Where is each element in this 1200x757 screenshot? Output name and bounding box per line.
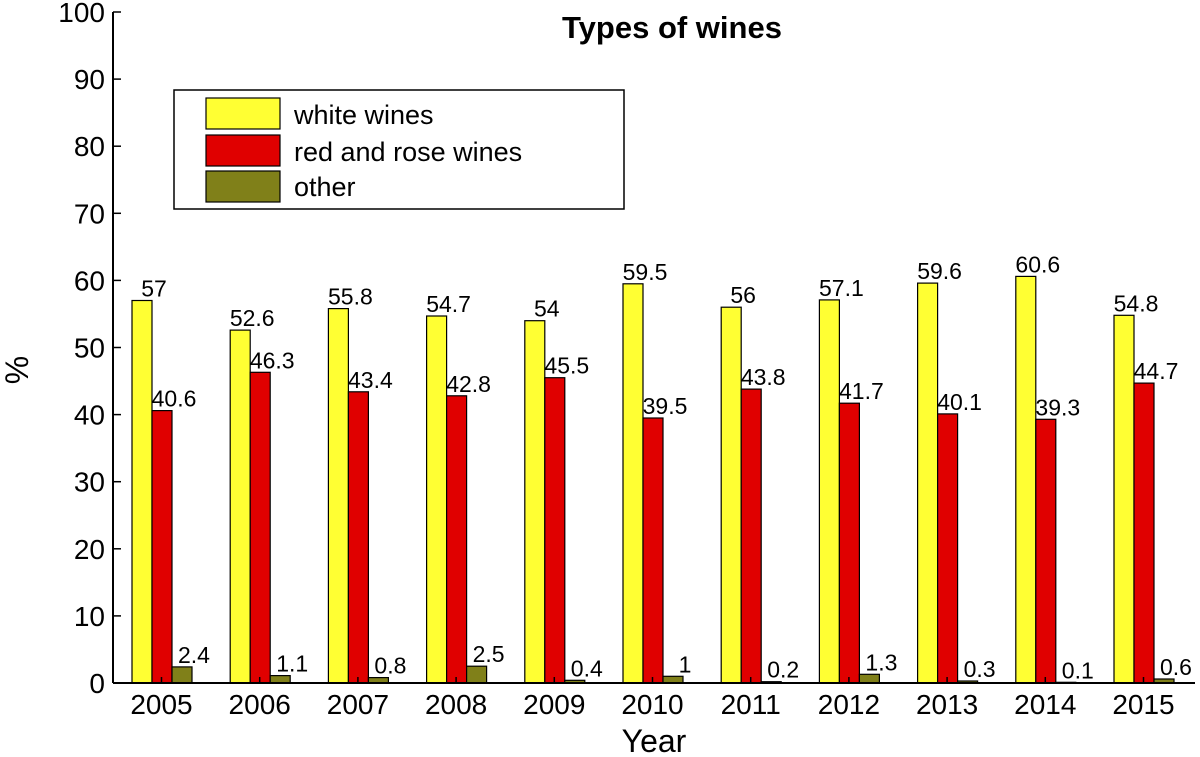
x-tick-label-2015: 2015 bbox=[1112, 689, 1174, 720]
data-label-white-wines-2008: 54.7 bbox=[426, 291, 471, 317]
bar-other-2005 bbox=[171, 666, 193, 684]
x-tick-label-2006: 2006 bbox=[229, 689, 291, 720]
data-label-white-wines-2005: 57 bbox=[141, 276, 167, 302]
data-label-red-and-rose-wines-2011: 43.8 bbox=[741, 364, 786, 390]
x-tick-label-2009: 2009 bbox=[523, 689, 585, 720]
bar-red-and-rose-wines-2014 bbox=[1035, 418, 1057, 684]
x-tick-label-2012: 2012 bbox=[818, 689, 880, 720]
x-tick-label-2014: 2014 bbox=[1014, 689, 1076, 720]
y-tick-label-80: 80 bbox=[74, 131, 105, 162]
data-label-other-2015: 0.6 bbox=[1160, 654, 1192, 680]
x-axis-title: Year bbox=[622, 723, 687, 757]
data-label-white-wines-2015: 54.8 bbox=[1114, 290, 1159, 316]
bar-white-wines-2009 bbox=[524, 320, 546, 684]
axes-layer: 2005 2006 2007 2008 2009 2010 2011 2012 2013 2014… bbox=[58, 0, 1195, 720]
bar-red-and-rose-wines-2013 bbox=[936, 413, 959, 684]
data-label-white-wines-2012: 57.1 bbox=[819, 275, 864, 301]
y-tick-label-40: 40 bbox=[74, 400, 105, 431]
y-tick-label-90: 90 bbox=[74, 64, 105, 95]
y-tick-label-70: 70 bbox=[74, 198, 105, 229]
data-label-other-2007: 0.8 bbox=[374, 653, 406, 679]
data-label-white-wines-2006: 52.6 bbox=[230, 305, 275, 331]
bar-white-wines-2015 bbox=[1113, 314, 1135, 684]
bar-other-2012 bbox=[858, 673, 881, 684]
data-label-red-and-rose-wines-2010: 39.5 bbox=[643, 393, 688, 419]
bar-white-wines-2014 bbox=[1015, 275, 1037, 684]
legend-label-red-rose-wines: red and rose wines bbox=[294, 137, 522, 167]
bars-layer bbox=[131, 275, 1175, 684]
data-label-red-and-rose-wines-2015: 44.7 bbox=[1134, 358, 1179, 384]
y-tick-label-10: 10 bbox=[74, 601, 105, 632]
chart-title: Types of wines bbox=[562, 10, 782, 45]
data-label-other-2008: 2.5 bbox=[473, 641, 505, 667]
data-labels-layer: 57 40.6 2.4 52.6 46.3 1.1 55.8 43.4 0.8 54.7 42.8 2… bbox=[141, 251, 1192, 683]
data-label-other-2014: 0.1 bbox=[1062, 657, 1094, 683]
data-label-red-and-rose-wines-2005: 40.6 bbox=[152, 386, 197, 412]
y-tick-label-0: 0 bbox=[89, 668, 105, 699]
x-tick-label-2007: 2007 bbox=[327, 689, 389, 720]
bar-white-wines-2007 bbox=[327, 308, 349, 684]
data-label-white-wines-2013: 59.6 bbox=[917, 258, 962, 284]
data-label-red-and-rose-wines-2007: 43.4 bbox=[348, 367, 393, 393]
bar-other-2006 bbox=[269, 674, 291, 684]
bar-red-and-rose-wines-2009 bbox=[544, 377, 566, 684]
y-tick-label-20: 20 bbox=[74, 534, 105, 565]
x-tick-label-2008: 2008 bbox=[425, 689, 487, 720]
data-label-red-and-rose-wines-2013: 40.1 bbox=[937, 389, 982, 415]
legend-swatch-red-rose-wines bbox=[205, 134, 281, 167]
y-tick-label-100: 100 bbox=[58, 0, 105, 28]
bar-red-and-rose-wines-2011 bbox=[740, 388, 762, 684]
bar-red-and-rose-wines-2005 bbox=[151, 410, 173, 684]
x-tick-label-2005: 2005 bbox=[130, 689, 192, 720]
bar-white-wines-2008 bbox=[426, 315, 448, 684]
data-label-red-and-rose-wines-2012: 41.7 bbox=[839, 378, 884, 404]
data-label-white-wines-2007: 55.8 bbox=[328, 284, 373, 310]
data-label-other-2009: 0.4 bbox=[571, 655, 603, 681]
y-axis-title: % bbox=[0, 356, 35, 384]
x-tick-label-2013: 2013 bbox=[916, 689, 978, 720]
data-label-red-and-rose-wines-2009: 45.5 bbox=[544, 353, 589, 379]
data-label-white-wines-2014: 60.6 bbox=[1015, 251, 1060, 277]
data-label-white-wines-2011: 56 bbox=[730, 282, 756, 308]
y-tick-label-50: 50 bbox=[74, 333, 105, 364]
bar-white-wines-2006 bbox=[229, 329, 251, 684]
bar-red-and-rose-wines-2010 bbox=[642, 417, 664, 684]
bar-red-and-rose-wines-2007 bbox=[347, 391, 369, 684]
data-label-other-2006: 1.1 bbox=[276, 651, 308, 677]
data-label-red-and-rose-wines-2008: 42.8 bbox=[446, 371, 491, 397]
bar-red-and-rose-wines-2006 bbox=[249, 371, 271, 684]
bar-red-and-rose-wines-2008 bbox=[446, 395, 468, 684]
data-label-red-and-rose-wines-2014: 39.3 bbox=[1035, 394, 1080, 420]
data-label-other-2005: 2.4 bbox=[178, 642, 210, 668]
y-tick-label-30: 30 bbox=[74, 467, 105, 498]
bar-white-wines-2005 bbox=[131, 299, 153, 684]
bar-red-and-rose-wines-2012 bbox=[838, 402, 861, 684]
data-label-other-2011: 0.2 bbox=[767, 657, 799, 683]
data-label-red-and-rose-wines-2006: 46.3 bbox=[250, 347, 295, 373]
y-tick-label-60: 60 bbox=[74, 265, 105, 296]
data-label-other-2013: 0.3 bbox=[964, 656, 996, 682]
bar-red-and-rose-wines-2015 bbox=[1133, 382, 1155, 684]
bar-other-2008 bbox=[466, 665, 488, 684]
bar-white-wines-2011 bbox=[720, 306, 742, 684]
data-label-other-2010: 1 bbox=[679, 651, 692, 677]
bar-white-wines-2013 bbox=[916, 282, 939, 684]
legend-swatch-other bbox=[205, 170, 281, 203]
data-label-white-wines-2009: 54 bbox=[534, 296, 560, 322]
legend-swatch-white-wines bbox=[205, 97, 281, 130]
data-label-other-2012: 1.3 bbox=[865, 649, 897, 675]
x-tick-label-2011: 2011 bbox=[721, 689, 781, 720]
x-tick-label-2010: 2010 bbox=[621, 689, 683, 720]
data-label-white-wines-2010: 59.5 bbox=[623, 259, 668, 285]
legend-label-white-wines: white wines bbox=[293, 100, 434, 130]
bar-white-wines-2010 bbox=[622, 283, 644, 684]
legend: white wines red and rose wines other bbox=[173, 89, 625, 210]
bar-white-wines-2012 bbox=[818, 299, 841, 684]
legend-label-other: other bbox=[294, 172, 356, 202]
